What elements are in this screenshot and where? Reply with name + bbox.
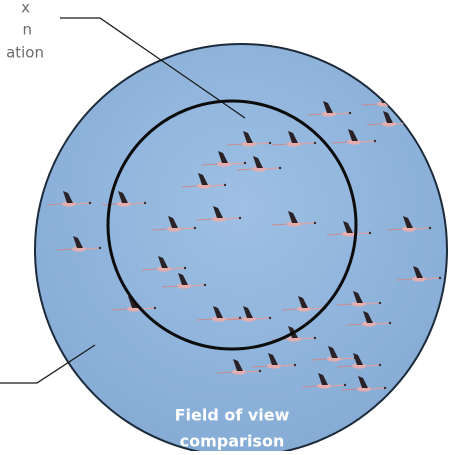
callout-text: n [22,21,32,39]
diagram: x n ation Field of view comparison [0,0,451,451]
callout-text: x [21,0,30,17]
label-line: comparison [180,432,285,451]
callout-text: ation [6,44,44,62]
label-line: Field of view [175,406,290,425]
